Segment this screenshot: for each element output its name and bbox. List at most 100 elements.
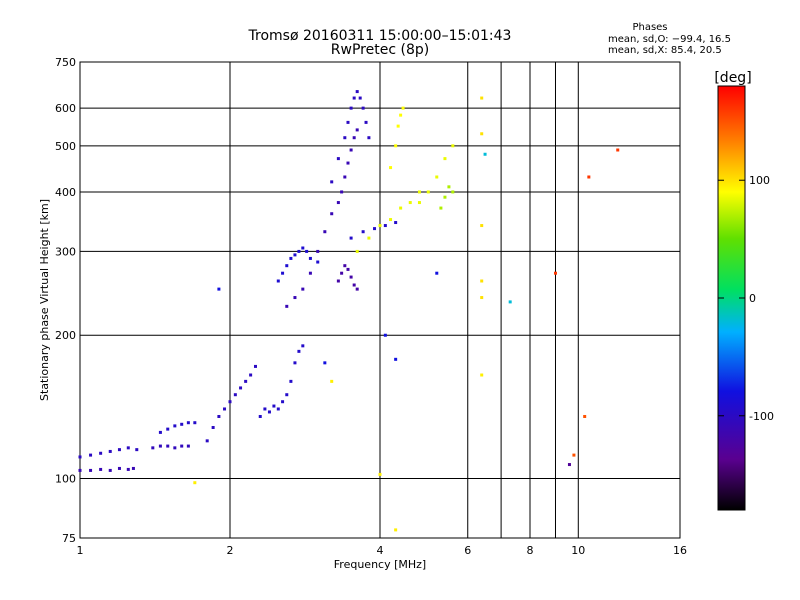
data-point — [340, 271, 344, 275]
data-point — [443, 157, 447, 161]
data-point — [355, 249, 359, 253]
data-point — [439, 206, 443, 210]
data-point — [480, 296, 484, 300]
data-point — [158, 444, 162, 448]
data-point — [383, 224, 387, 228]
x-axis-label: Frequency [MHz] — [334, 558, 426, 571]
data-point — [217, 414, 221, 418]
data-point — [323, 230, 327, 234]
data-point — [166, 427, 170, 431]
data-point — [173, 424, 177, 428]
data-point — [193, 481, 197, 485]
data-point — [253, 364, 257, 368]
data-point — [352, 136, 356, 140]
data-point — [117, 466, 121, 470]
data-point — [126, 446, 130, 450]
data-point — [158, 430, 162, 434]
data-point — [180, 422, 184, 426]
data-point — [285, 264, 289, 268]
data-point — [389, 218, 393, 222]
data-point — [480, 132, 484, 136]
data-point — [281, 271, 285, 275]
y-tick-label: 100 — [55, 473, 76, 486]
data-point — [289, 256, 293, 260]
data-point — [553, 271, 557, 275]
data-point — [343, 136, 347, 140]
data-point — [205, 439, 209, 443]
y-tick-label: 75 — [62, 532, 76, 545]
data-point — [223, 407, 227, 411]
data-point — [349, 106, 353, 110]
data-point — [616, 148, 620, 152]
data-point — [399, 113, 403, 117]
data-point — [358, 96, 362, 100]
phase-info-o: mean, sd,O: −99.4, 16.5 — [608, 34, 731, 45]
data-point — [396, 124, 400, 128]
data-point — [378, 472, 382, 476]
data-point — [244, 379, 248, 383]
data-point — [346, 120, 350, 124]
data-point — [330, 379, 334, 383]
data-point — [281, 400, 285, 404]
data-point — [346, 267, 350, 271]
data-point — [263, 407, 267, 411]
data-point — [285, 393, 289, 397]
data-point — [399, 206, 403, 210]
data-point — [417, 201, 421, 205]
data-point — [349, 236, 353, 240]
data-point — [480, 96, 484, 100]
data-point — [435, 271, 439, 275]
data-point — [301, 246, 305, 250]
data-point — [340, 190, 344, 194]
data-point — [330, 212, 334, 216]
y-tick-label: 600 — [55, 102, 76, 115]
data-point — [305, 249, 309, 253]
data-point — [239, 386, 243, 390]
data-point — [108, 449, 112, 453]
data-point — [355, 90, 359, 94]
data-point — [249, 373, 253, 377]
data-point — [301, 344, 305, 348]
data-point — [336, 201, 340, 205]
data-point — [394, 221, 398, 225]
data-point — [316, 260, 320, 264]
data-point — [233, 393, 237, 397]
y-tick-label: 400 — [55, 186, 76, 199]
data-point — [336, 279, 340, 283]
data-point — [285, 304, 289, 308]
data-point — [394, 144, 398, 148]
data-point — [426, 190, 430, 194]
data-point — [99, 467, 103, 471]
data-point — [361, 106, 365, 110]
data-point — [89, 453, 93, 457]
colorbar-label: [deg] — [714, 70, 751, 86]
data-point — [89, 468, 93, 472]
data-point — [301, 287, 305, 291]
data-point — [480, 373, 484, 377]
data-point — [355, 287, 359, 291]
data-point — [367, 236, 371, 240]
data-point — [293, 296, 297, 300]
data-point — [126, 467, 130, 471]
data-point — [308, 256, 312, 260]
chart-title: Tromsø 20160311 15:00:00–15:01:43 — [248, 28, 512, 44]
data-point — [293, 361, 297, 365]
colorbar-ticks: 100 0 -100 — [718, 174, 774, 423]
y-tick-label: 500 — [55, 140, 76, 153]
data-points — [78, 90, 620, 532]
data-point — [131, 466, 135, 470]
data-point — [480, 279, 484, 283]
data-point — [343, 264, 347, 268]
data-point — [349, 275, 353, 279]
x-axis-ticks: 1 2 4 6 8 10 16 — [77, 544, 688, 557]
data-point — [352, 283, 356, 287]
data-point — [297, 249, 301, 253]
data-point — [583, 414, 587, 418]
data-point — [180, 444, 184, 448]
data-point — [355, 128, 359, 132]
colorbar-tick-label: 100 — [749, 174, 770, 187]
data-point — [186, 421, 190, 425]
data-point — [78, 468, 82, 472]
data-point — [135, 448, 139, 452]
